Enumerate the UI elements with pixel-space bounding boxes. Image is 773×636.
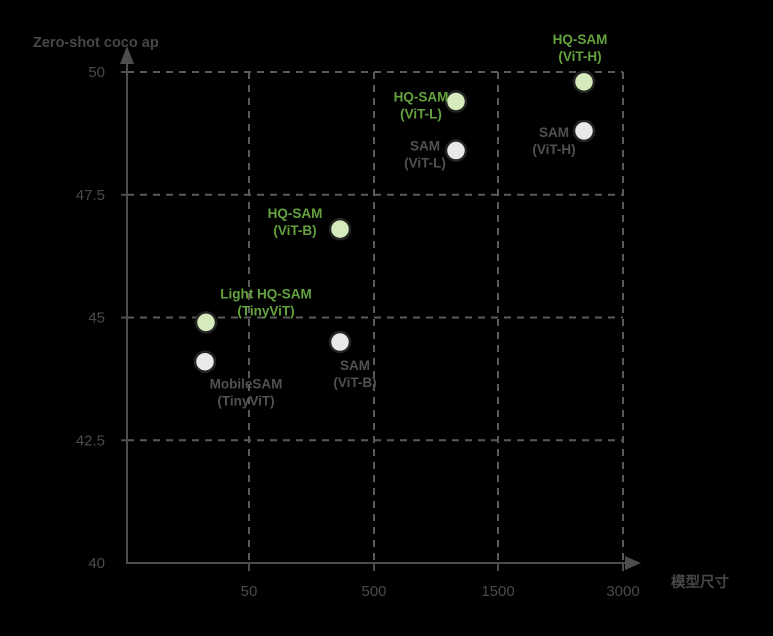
point-label-hq-sam-vit-l-name: HQ-SAM [394,89,449,104]
point-sam-vit-h [572,119,596,143]
point-label-mobilesam-tinyvit-variant: (TinyViT) [217,394,274,409]
x-tick-label-500: 500 [361,583,386,600]
point-label-sam-vit-b-variant: (ViT-B) [333,375,376,390]
x-tick-label-3000: 3000 [606,583,639,600]
point-label-sam-vit-h-variant: (ViT-H) [532,142,575,157]
x-axis-arrow-icon [625,556,641,570]
point-label-sam-vit-l-variant: (ViT-L) [404,156,446,171]
point-label-hq-sam-vit-l-variant: (ViT-L) [400,106,442,121]
point-label-mobilesam-tinyvit-name: MobileSAM [210,377,283,392]
point-label-hq-sam-vit-h-variant: (ViT-H) [558,49,601,64]
point-label-light-hq-sam-tinyvit-variant: (TinyViT) [237,303,294,318]
point-label-hq-sam-vit-b-variant: (ViT-B) [273,223,316,238]
point-label-hq-sam-vit-b-name: HQ-SAM [268,206,323,221]
point-hq-sam-vit-l [444,90,468,113]
point-label-hq-sam-vit-h-name: HQ-SAM [553,32,608,47]
point-hq-sam-vit-h [572,70,596,94]
y-tick-label-42.5: 42.5 [76,432,105,449]
point-label-sam-vit-b-name: SAM [340,358,370,373]
y-axis-arrow-icon [120,46,134,64]
y-axis-title: Zero-shot coco ap [33,35,159,51]
point-hq-sam-vit-b [328,217,352,241]
x-axis-title: 模型尺寸 [671,573,729,591]
x-tick-label-50: 50 [241,583,258,600]
point-sam-vit-l [444,139,468,162]
point-mobilesam-tinyvit [193,350,217,373]
point-label-sam-vit-h-name: SAM [539,125,569,140]
point-light-hq-sam-tinyvit [194,311,218,334]
y-tick-label-45: 45 [88,310,105,327]
x-tick-label-1500: 1500 [481,583,514,600]
y-tick-label-40: 40 [88,555,105,572]
point-label-sam-vit-l-name: SAM [410,139,440,154]
point-sam-vit-b [328,330,352,354]
point-label-light-hq-sam-tinyvit-name: Light HQ-SAM [220,286,311,301]
y-tick-label-47.5: 47.5 [76,187,105,204]
y-tick-label-50: 50 [88,64,105,81]
